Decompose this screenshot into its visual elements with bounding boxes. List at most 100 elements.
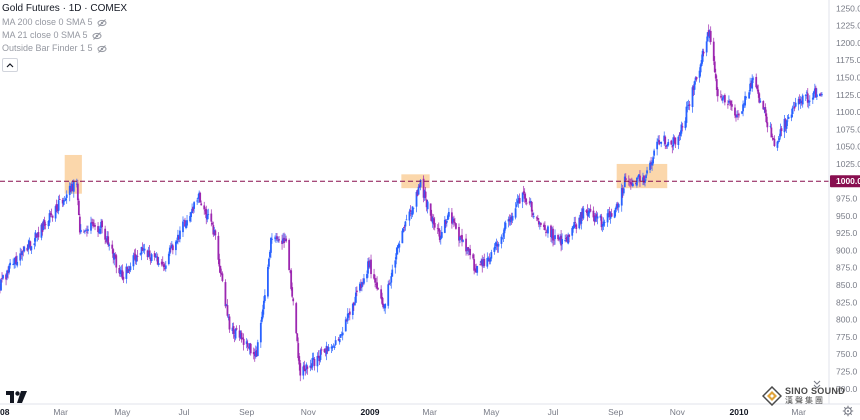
candle-body: [324, 351, 327, 353]
candle-body: [524, 197, 527, 203]
candle-body: [305, 364, 308, 370]
candle-body: [812, 91, 815, 98]
candle-body: [113, 253, 116, 260]
scroll-to-realtime-icon[interactable]: [811, 378, 823, 390]
candle-body: [241, 337, 244, 339]
candle-body: [756, 85, 759, 90]
candles-group: [0, 24, 823, 382]
candle-body: [23, 246, 26, 252]
candle-body: [376, 282, 378, 289]
candle-body: [800, 102, 803, 104]
candle-body: [212, 225, 215, 235]
candle-body: [674, 137, 677, 145]
candle-body: [763, 108, 766, 109]
candle-body: [316, 356, 319, 367]
candle-body: [34, 232, 37, 242]
candle-body: [621, 188, 624, 193]
candle-body: [346, 313, 349, 321]
candle-body: [13, 263, 16, 265]
candle-body: [396, 247, 399, 255]
candle-body: [189, 216, 191, 222]
candle-body: [283, 237, 285, 243]
candle-body: [325, 345, 328, 355]
candle-body: [446, 215, 449, 221]
price-tick-label: 1150.0: [836, 72, 860, 82]
candle-body: [71, 184, 74, 192]
candle-body: [360, 284, 362, 289]
candle-body: [320, 349, 323, 351]
candle-body: [252, 352, 255, 355]
candle-body: [136, 255, 139, 257]
tradingview-logo-icon[interactable]: [6, 390, 28, 404]
candle-body: [398, 243, 401, 248]
candle-body: [642, 177, 644, 182]
candle-body: [624, 178, 627, 181]
candle-body: [417, 186, 420, 195]
candle-body: [190, 212, 192, 218]
candle-body: [107, 236, 110, 245]
price-tick-label: 1225.0: [836, 21, 860, 31]
candle-body: [219, 265, 222, 274]
candle-body: [363, 278, 365, 284]
candle-body: [40, 224, 43, 238]
time-tick-label: Mar: [53, 407, 68, 417]
candle-body: [22, 250, 25, 252]
candle-body: [588, 210, 591, 214]
eye-off-icon[interactable]: [97, 44, 107, 54]
candle-body: [771, 136, 774, 138]
candle-body: [779, 129, 782, 137]
candle-body: [664, 136, 667, 145]
candle-body: [163, 267, 166, 269]
time-tick-label: Sep: [608, 407, 623, 417]
candle-body: [807, 101, 810, 103]
candle-body: [461, 235, 463, 242]
candle-body: [558, 238, 560, 240]
candle-body: [731, 104, 733, 107]
candle-body: [804, 95, 807, 96]
candle-body: [106, 236, 109, 241]
candle-body: [217, 235, 220, 260]
candle-body: [419, 179, 422, 188]
collapse-legend-button[interactable]: [2, 58, 18, 72]
eye-off-icon[interactable]: [92, 31, 102, 41]
candle-body: [76, 183, 79, 201]
candle-body: [701, 50, 704, 62]
candle-body: [720, 98, 723, 100]
candle-body: [401, 230, 404, 244]
candle-body: [452, 218, 454, 222]
candle-body: [390, 276, 393, 283]
candle-body: [614, 207, 617, 213]
candle-body: [743, 103, 745, 105]
candle-body: [139, 253, 142, 255]
candle-body: [764, 107, 767, 113]
price-tick-label: 875.0: [836, 263, 858, 273]
candle-body: [811, 97, 814, 100]
candle-body: [405, 219, 408, 221]
eye-off-icon[interactable]: [97, 18, 107, 28]
candle-body: [182, 221, 184, 233]
indicator-outside-bar[interactable]: Outside Bar Finder 1 5: [2, 42, 127, 55]
candle-body: [564, 239, 567, 241]
candle-body: [221, 273, 224, 281]
candle-body: [254, 350, 257, 357]
indicator-ma200[interactable]: MA 200 close 0 SMA 5: [2, 16, 127, 29]
candle-body: [744, 96, 746, 106]
indicator-ma21[interactable]: MA 21 close 0 SMA 5: [2, 29, 127, 42]
candle-body: [347, 313, 350, 314]
candle-body: [462, 240, 464, 242]
candle-body: [530, 202, 533, 212]
candle-body: [240, 332, 243, 340]
settings-gear-icon[interactable]: [842, 405, 854, 417]
candle-body: [97, 226, 99, 233]
candle-body: [559, 236, 561, 240]
candle-body: [146, 250, 149, 258]
candle-body: [122, 276, 125, 280]
candle-body: [454, 222, 456, 224]
candle-body: [382, 303, 385, 308]
candle-body: [127, 269, 130, 273]
candle-body: [573, 221, 576, 229]
candle-body: [21, 251, 24, 256]
candle-body: [510, 216, 513, 220]
candle-body: [204, 210, 207, 212]
